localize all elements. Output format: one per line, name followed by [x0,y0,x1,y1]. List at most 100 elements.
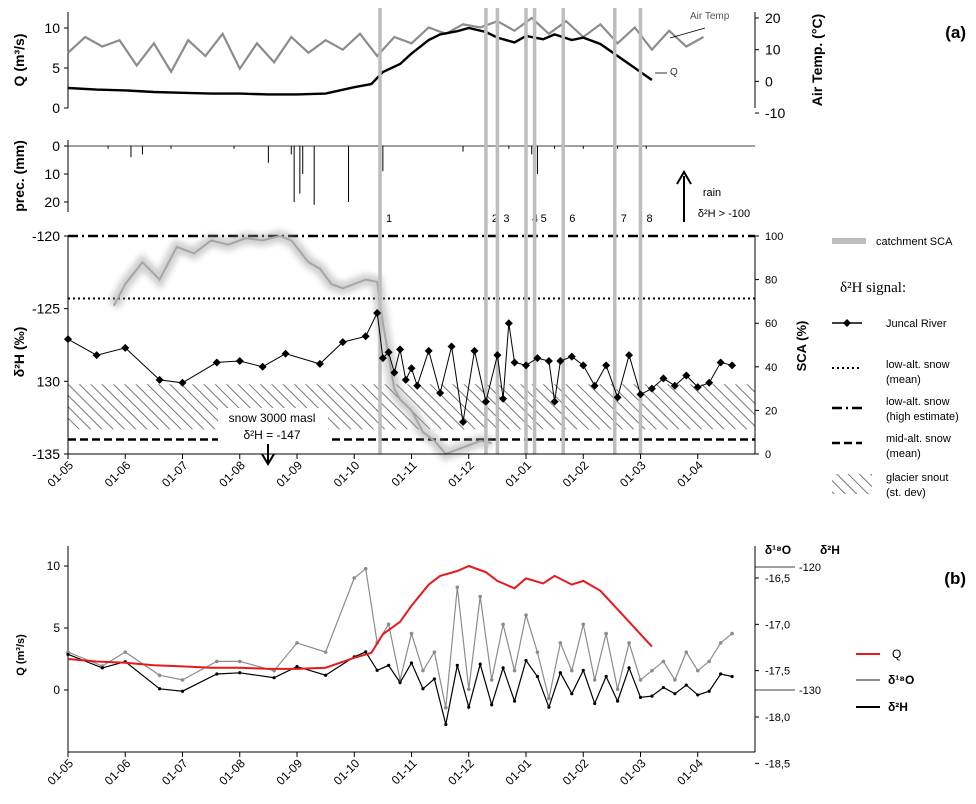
b-xtick-label: 01-09 [274,756,306,788]
juncal-river-point [361,332,370,341]
b-d18o-point [512,668,517,673]
b-d2h-point [535,674,540,679]
b-xtick-label: 01-07 [159,756,191,788]
b-d2h-point [66,652,70,656]
b-d18o-point [661,659,666,664]
event-label: 3 [503,213,509,225]
prec-ytick-label: 20 [44,194,60,210]
b-d18o-tick-label: -17,0 [765,619,790,631]
b-d2h-point [364,650,368,654]
juncal-river-point [384,348,393,357]
event-label: 8 [647,213,653,225]
a-main-xtick-label: 01-07 [159,458,191,490]
juncal-river-point [459,418,468,427]
juncal-river-point [390,368,399,377]
legend-d2h-signal-title: δ²H signal: [840,280,906,296]
legend-juncal-label: Juncal River [886,318,947,330]
prec-ytick-label: 10 [44,166,60,182]
juncal-river-point [682,371,691,380]
juncal-river-point [281,349,290,358]
juncal-river-point [716,358,725,367]
b-xtick-label: 01-04 [674,756,706,788]
juncal-river-point [504,319,513,328]
b-d18o-point [581,622,586,627]
b-d2h-point [696,693,700,697]
air-temp-annotation: Air Temp [690,11,730,22]
juncal-river-point [447,342,456,351]
b-d2h-point [558,671,562,675]
b-discharge-line [67,564,653,670]
air-temp-annotation-leader [669,27,706,39]
juncal-river-point [493,351,502,360]
juncal-river-point [533,354,542,363]
b-d2h-point [638,695,643,699]
juncal-river-point [647,384,656,393]
b-d2h-point [661,685,666,690]
juncal-river-point [401,375,410,384]
rain-arrow-head [676,170,692,185]
juncal-river-point [550,397,559,406]
panel-a-discharge-temperature: 0 5 10 -10 0 10 20 Q (m³/s) Air Temp. (°C) Ai… [11,10,966,121]
b-d18o-point [501,622,505,627]
b-d2h-line [67,651,733,725]
legend-mid-alt-label-1: mid-alt. snow [886,433,951,445]
b-d2h-point [215,672,219,676]
b-d18o-point [627,641,631,645]
juncal-river-point [705,378,714,387]
juncal-river-point [470,346,479,355]
b-d2h-point [478,662,482,666]
b-d2h-point [432,677,436,681]
prec-bars [107,146,647,205]
a-main-ytick-label: -135 [32,446,60,462]
snow-annotation-box [218,408,328,444]
b-d18o-point [558,641,563,645]
juncal-river-point [178,378,187,387]
b-d18o-axis-title: δ¹⁸O [765,543,791,557]
a-top-y-ticks: 0 5 10 [44,20,68,116]
legend-low-alt-high-label-1: low-alt. snow [886,396,950,408]
legend-panel-a: catchment SCA δ²H signal: Juncal River l… [832,236,959,499]
a-main-xtick-label: 01-06 [102,458,134,490]
a-main-y-axis-label: δ²H (‰) [11,327,27,377]
a-top-y2-axis-label: Air Temp. (°C) [809,14,825,106]
b-x-ticks: 01-05 01-06 01-07 01-08 01-09 01-10 01-11 01-12… [45,752,706,788]
juncal-river-point [567,352,576,361]
a-top-y2tick-label: 10 [765,42,781,58]
b-d18o-point [718,641,723,645]
juncal-river-point [235,356,244,365]
b-d18o-point [604,631,608,636]
a-top-ytick-label: 5 [52,60,60,76]
legend-glacier-swatch [832,474,872,494]
juncal-river-point [436,388,445,397]
legend-glacier-label-2: (st. dev) [886,487,926,499]
b-d18o-point [409,631,414,636]
a-top-y2tick-label: -10 [765,105,785,121]
prec-y-axis-label: prec. (mm) [11,140,27,212]
b-d2h-point [421,687,425,691]
b-d2h-point [581,668,585,672]
a-main-y2tick-label: 80 [765,275,777,287]
b-d2h-point [158,687,162,691]
b-xtick-label: 01-10 [331,756,363,788]
b-d18o-point [489,678,494,682]
b-d2h-point [387,663,391,668]
discharge-line [67,26,653,96]
b-d18o-point [123,650,128,654]
a-main-y2tick-label: 60 [765,318,777,330]
rain-label: rain [703,187,721,199]
a-main-ytick-label: -125 [32,301,60,317]
b-d18o-point [215,659,219,664]
a-main-y2tick-label: 20 [765,405,777,417]
juncal-river-point [258,362,267,371]
b-d18o-point [684,650,689,654]
juncal-river-point [338,338,347,347]
b-d18o-tick-label: -18,0 [765,712,790,724]
a-main-y2-axis-label: SCA (%) [794,321,809,372]
a-main-xtick-label: 01-02 [560,458,592,490]
b-d18o-point [524,613,528,617]
a-top-y2tick-label: 20 [765,10,781,26]
a-main-xtick-label: 01-12 [445,458,477,490]
b-d2h-point [455,663,459,668]
b-d2h-point [730,674,734,679]
b-d2h-point [627,666,631,670]
